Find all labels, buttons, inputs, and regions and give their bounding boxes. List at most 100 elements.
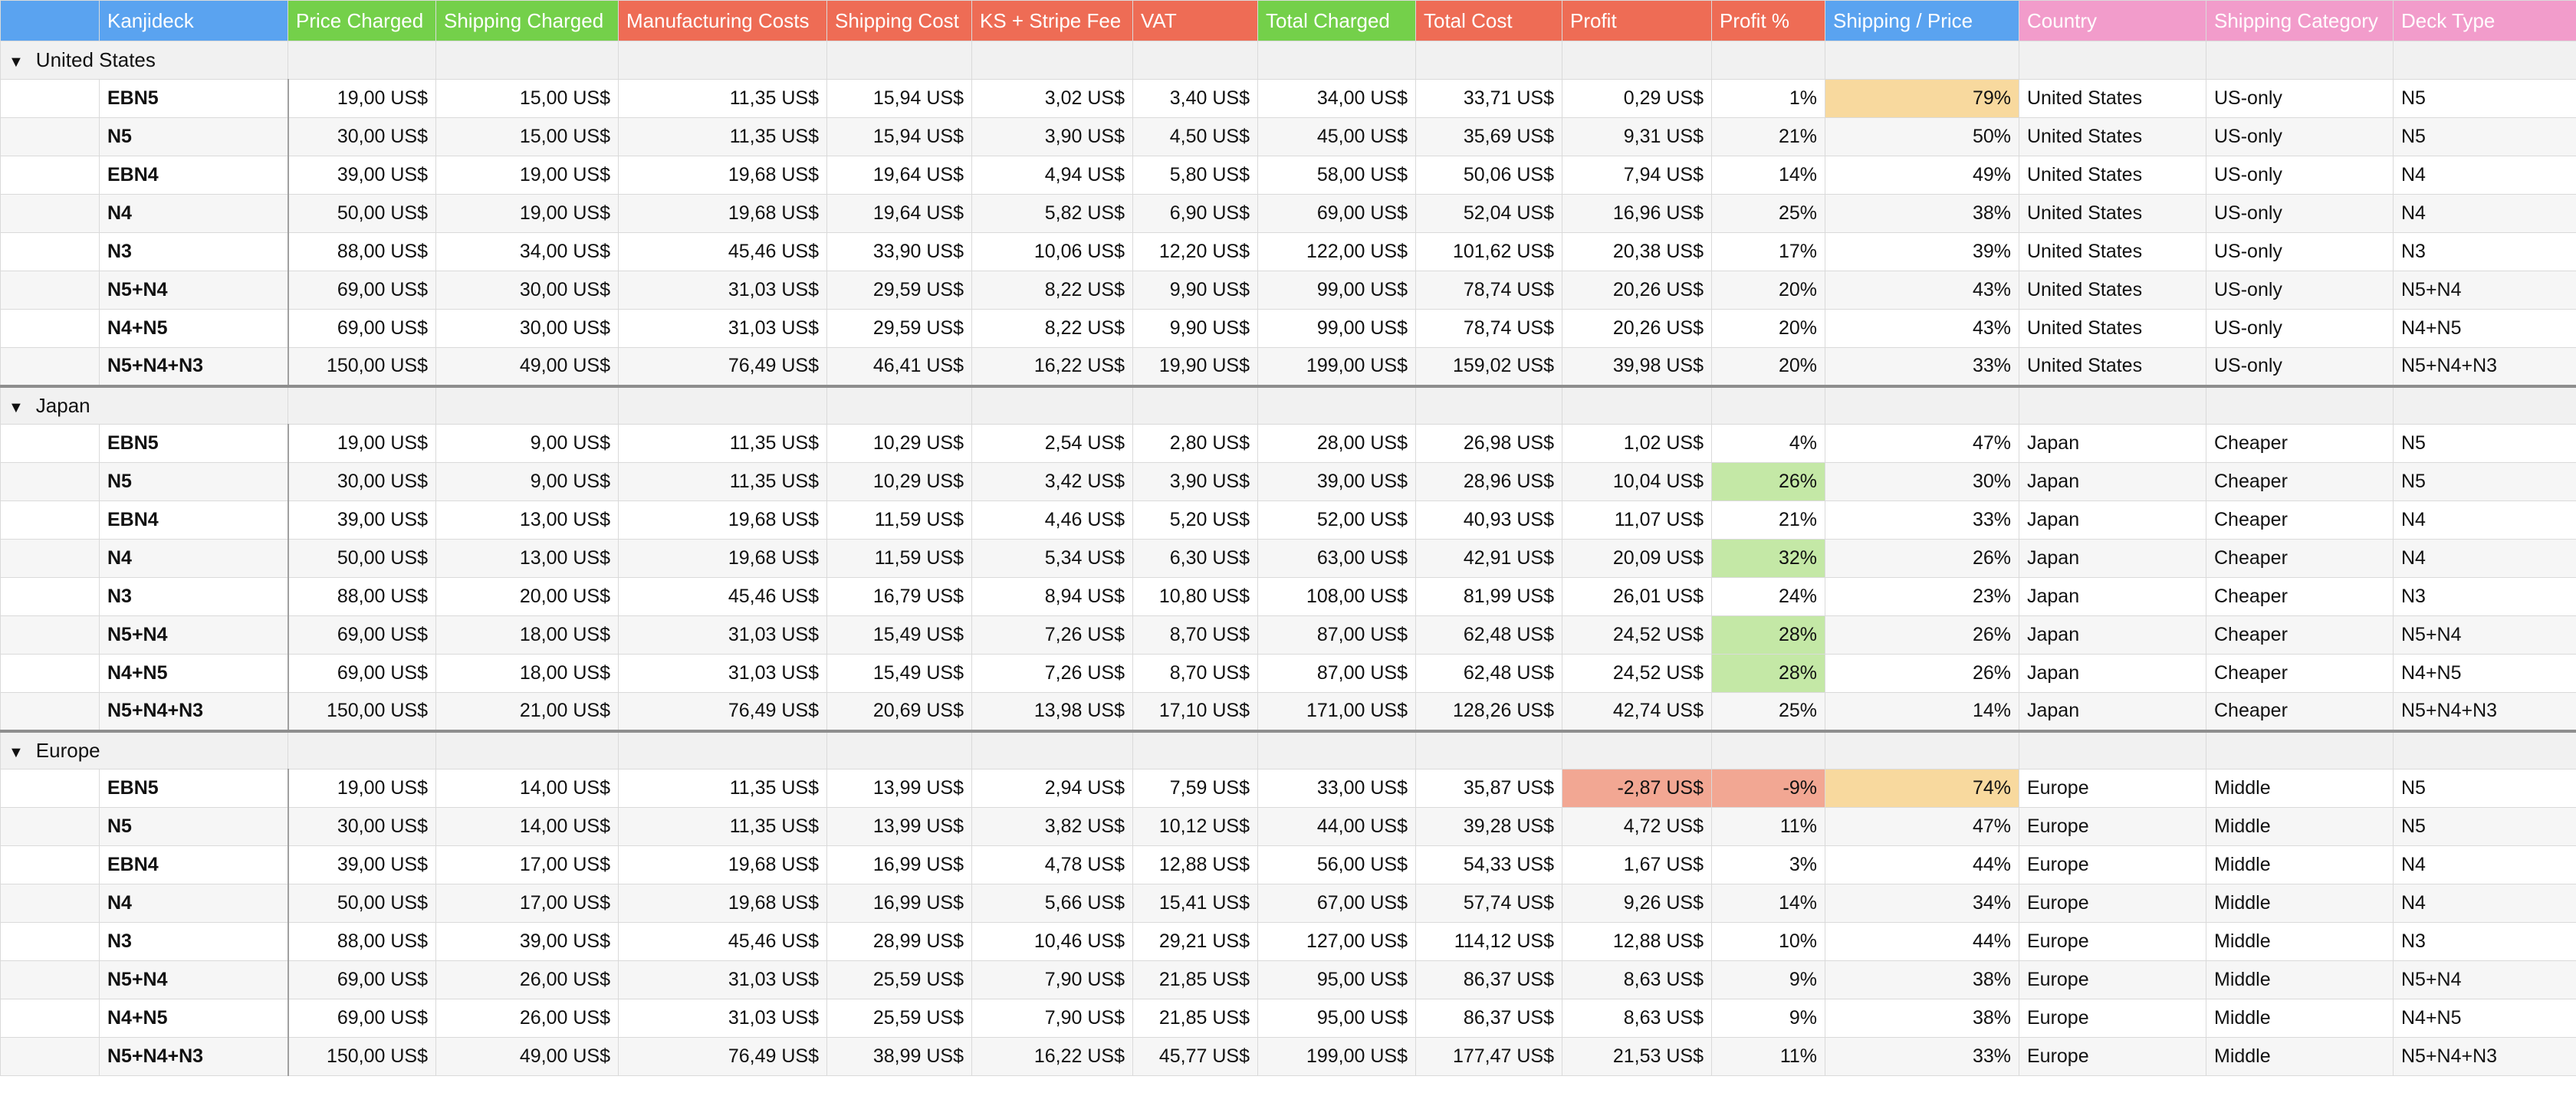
cell[interactable]: 69,00 US$ bbox=[1257, 194, 1416, 233]
cell[interactable]: 11,35 US$ bbox=[618, 807, 827, 846]
cell[interactable]: 35,87 US$ bbox=[1415, 769, 1562, 808]
cell[interactable]: 4,78 US$ bbox=[971, 845, 1133, 884]
cell[interactable]: 12,20 US$ bbox=[1132, 232, 1258, 271]
cell[interactable]: Europe bbox=[2019, 960, 2206, 999]
cell[interactable]: 43% bbox=[1825, 271, 2019, 310]
cell[interactable]: 69,00 US$ bbox=[288, 999, 436, 1038]
cell[interactable]: N5 bbox=[2393, 462, 2576, 501]
cell[interactable]: 8,63 US$ bbox=[1562, 960, 1712, 999]
cell[interactable]: United States bbox=[2019, 194, 2206, 233]
cell[interactable]: 16,79 US$ bbox=[826, 577, 972, 616]
cell[interactable]: US-only bbox=[2206, 117, 2394, 156]
cell[interactable]: 20% bbox=[1711, 309, 1825, 348]
cell[interactable]: US-only bbox=[2206, 156, 2394, 195]
cell[interactable]: 7,90 US$ bbox=[971, 999, 1133, 1038]
cell[interactable]: 1,02 US$ bbox=[1562, 424, 1712, 463]
deck-name[interactable]: EBN4 bbox=[99, 156, 289, 195]
cell[interactable]: 3,90 US$ bbox=[971, 117, 1133, 156]
cell[interactable]: 42,74 US$ bbox=[1562, 692, 1712, 731]
deck-name[interactable]: N5 bbox=[99, 117, 289, 156]
cell[interactable]: 30,00 US$ bbox=[288, 807, 436, 846]
header-cell[interactable]: Shipping / Price bbox=[1825, 0, 2019, 41]
cell[interactable]: 4% bbox=[1711, 424, 1825, 463]
group-name[interactable]: United States bbox=[0, 41, 288, 80]
cell[interactable]: 16,99 US$ bbox=[826, 845, 972, 884]
cell[interactable]: 12,88 US$ bbox=[1562, 922, 1712, 961]
cell[interactable]: Europe bbox=[2019, 1037, 2206, 1076]
cell[interactable]: 9,90 US$ bbox=[1132, 271, 1258, 310]
cell[interactable]: N5 bbox=[2393, 807, 2576, 846]
cell[interactable]: United States bbox=[2019, 156, 2206, 195]
cell[interactable]: 39,00 US$ bbox=[288, 156, 436, 195]
cell[interactable]: Japan bbox=[2019, 615, 2206, 655]
cell[interactable]: N5+N4+N3 bbox=[2393, 1037, 2576, 1076]
cell[interactable]: 31,03 US$ bbox=[618, 654, 827, 693]
cell[interactable]: Middle bbox=[2206, 884, 2394, 923]
cell[interactable]: 87,00 US$ bbox=[1257, 654, 1416, 693]
cell[interactable]: 14% bbox=[1711, 884, 1825, 923]
cell[interactable]: N4 bbox=[2393, 194, 2576, 233]
cell[interactable]: 31,03 US$ bbox=[618, 271, 827, 310]
cell[interactable]: 16,99 US$ bbox=[826, 884, 972, 923]
cell[interactable]: 20,26 US$ bbox=[1562, 309, 1712, 348]
cell[interactable]: 8,63 US$ bbox=[1562, 999, 1712, 1038]
cell[interactable]: 16,96 US$ bbox=[1562, 194, 1712, 233]
cell[interactable]: Japan bbox=[2019, 424, 2206, 463]
cell[interactable]: Japan bbox=[2019, 577, 2206, 616]
cell[interactable]: 122,00 US$ bbox=[1257, 232, 1416, 271]
cell[interactable]: Japan bbox=[2019, 462, 2206, 501]
cell[interactable]: 19,64 US$ bbox=[826, 156, 972, 195]
cell[interactable]: 32% bbox=[1711, 539, 1825, 578]
cell[interactable]: 4,46 US$ bbox=[971, 500, 1133, 540]
cell[interactable]: 4,94 US$ bbox=[971, 156, 1133, 195]
cell[interactable]: 76,49 US$ bbox=[618, 692, 827, 731]
cell[interactable]: 21,85 US$ bbox=[1132, 999, 1258, 1038]
cell[interactable]: 19,68 US$ bbox=[618, 539, 827, 578]
cell[interactable]: 19,68 US$ bbox=[618, 156, 827, 195]
cell[interactable]: 6,90 US$ bbox=[1132, 194, 1258, 233]
cell[interactable]: 15,00 US$ bbox=[435, 79, 619, 118]
cell[interactable]: 50,00 US$ bbox=[288, 539, 436, 578]
cell[interactable]: 15,49 US$ bbox=[826, 654, 972, 693]
cell[interactable]: 47% bbox=[1825, 424, 2019, 463]
cell[interactable]: Europe bbox=[2019, 807, 2206, 846]
cell[interactable]: 45,77 US$ bbox=[1132, 1037, 1258, 1076]
header-cell[interactable]: Kanjideck bbox=[99, 0, 288, 41]
cell[interactable]: Europe bbox=[2019, 845, 2206, 884]
header-cell[interactable]: Deck Type bbox=[2393, 0, 2576, 41]
group-name[interactable]: Europe bbox=[0, 729, 288, 769]
cell[interactable]: 24% bbox=[1711, 577, 1825, 616]
cell[interactable]: 87,00 US$ bbox=[1257, 615, 1416, 655]
cell[interactable]: 159,02 US$ bbox=[1415, 347, 1562, 386]
cell[interactable]: 29,59 US$ bbox=[826, 271, 972, 310]
cell[interactable]: 26% bbox=[1825, 615, 2019, 655]
group-row[interactable]: Japan bbox=[0, 384, 2576, 425]
deck-name[interactable]: N5+N4+N3 bbox=[99, 692, 289, 731]
cell[interactable]: 11,35 US$ bbox=[618, 462, 827, 501]
deck-name[interactable]: N4 bbox=[99, 539, 289, 578]
cell[interactable]: 76,49 US$ bbox=[618, 347, 827, 386]
cell[interactable]: 21,53 US$ bbox=[1562, 1037, 1712, 1076]
cell[interactable]: 50,00 US$ bbox=[288, 194, 436, 233]
cell[interactable]: 44,00 US$ bbox=[1257, 807, 1416, 846]
cell[interactable]: 49,00 US$ bbox=[435, 1037, 619, 1076]
cell[interactable]: 5,80 US$ bbox=[1132, 156, 1258, 195]
cell[interactable]: Cheaper bbox=[2206, 424, 2394, 463]
cell[interactable]: Middle bbox=[2206, 922, 2394, 961]
cell[interactable]: N4+N5 bbox=[2393, 309, 2576, 348]
cell[interactable]: 20,00 US$ bbox=[435, 577, 619, 616]
cell[interactable]: Middle bbox=[2206, 807, 2394, 846]
cell[interactable]: 44% bbox=[1825, 922, 2019, 961]
cell[interactable]: 67,00 US$ bbox=[1257, 884, 1416, 923]
cell[interactable]: 20,26 US$ bbox=[1562, 271, 1712, 310]
deck-name[interactable]: EBN5 bbox=[99, 79, 289, 118]
header-cell[interactable]: Shipping Category bbox=[2206, 0, 2394, 41]
cell[interactable]: 30,00 US$ bbox=[288, 117, 436, 156]
cell[interactable]: 38,99 US$ bbox=[826, 1037, 972, 1076]
cell[interactable]: 11,35 US$ bbox=[618, 117, 827, 156]
cell[interactable]: N4 bbox=[2393, 884, 2576, 923]
cell[interactable]: N5+N4+N3 bbox=[2393, 347, 2576, 386]
cell[interactable]: 99,00 US$ bbox=[1257, 271, 1416, 310]
cell[interactable]: 33% bbox=[1825, 1037, 2019, 1076]
cell[interactable]: 1% bbox=[1711, 79, 1825, 118]
